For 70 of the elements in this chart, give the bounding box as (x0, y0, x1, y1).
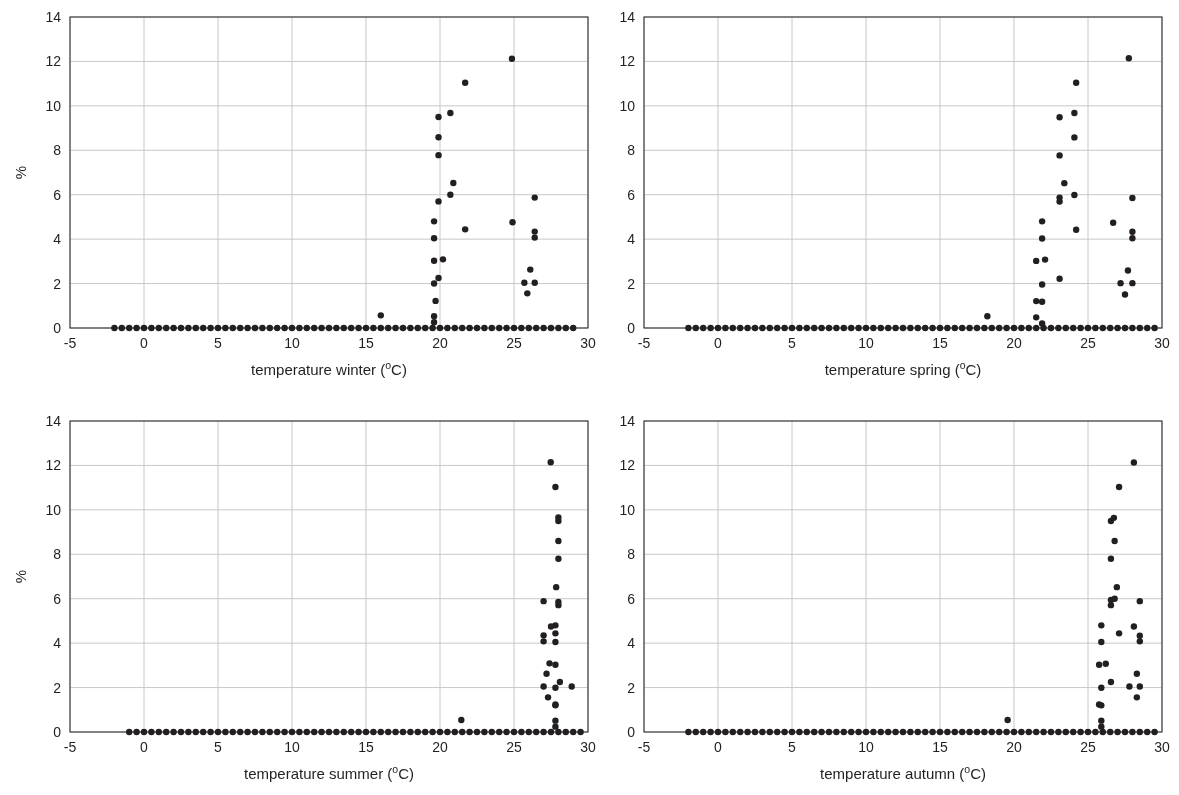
y-tick-label: 12 (619, 53, 636, 70)
y-tick-label: 4 (627, 635, 636, 652)
x-tick-label: 30 (580, 335, 596, 351)
y-axis-title: % (12, 165, 29, 180)
y-tick-label: 2 (627, 679, 636, 696)
x-tick-label: 0 (714, 335, 723, 351)
y-tick-label: 10 (45, 97, 62, 114)
x-tick-label: 0 (140, 335, 149, 351)
x-tick-label: 15 (358, 335, 374, 351)
y-tick-label: 12 (619, 457, 636, 474)
x-tick-label: 20 (1006, 335, 1022, 351)
y-tick-label: 12 (45, 457, 62, 474)
y-tick-label: 10 (619, 97, 636, 114)
x-tick-label: 10 (858, 739, 874, 755)
y-tick-label: 0 (627, 724, 636, 740)
x-tick-label: 20 (1006, 739, 1022, 755)
y-tick-label: 12 (45, 53, 62, 70)
x-tick-label: 0 (140, 739, 149, 755)
x-tick-label: 15 (932, 335, 948, 351)
x-tick-label: 25 (506, 739, 522, 755)
y-axis-title: % (12, 569, 29, 584)
x-tick-label: 10 (284, 739, 300, 755)
x-tick-label: 10 (284, 335, 300, 351)
y-tick-label: 4 (53, 635, 62, 652)
x-tick-label: 30 (1154, 739, 1170, 755)
x-axis-title: temperature spring ($^{o}$C) (824, 359, 982, 378)
x-tick-label: 5 (214, 739, 223, 755)
x-tick-label: 25 (1080, 335, 1096, 351)
y-tick-label: 6 (627, 590, 636, 607)
x-tick-label: 0 (714, 739, 723, 755)
x-tick-label: 5 (788, 335, 797, 351)
x-axis-title: temperature autumn ($^{o}$C) (820, 763, 986, 782)
y-tick-label: 2 (53, 275, 62, 292)
x-tick-label: 30 (1154, 335, 1170, 351)
y-tick-label: 0 (53, 724, 62, 740)
y-tick-label: 4 (627, 231, 636, 248)
x-tick-label: 15 (358, 739, 374, 755)
y-tick-label: 10 (619, 501, 636, 518)
y-tick-label: 8 (53, 142, 62, 159)
x-axis-title: temperature summer ($^{o}$C) (243, 763, 415, 782)
x-tick-label: 30 (580, 739, 596, 755)
x-tick-label: 20 (432, 739, 448, 755)
y-tick-label: 8 (627, 546, 636, 563)
y-tick-label: 4 (53, 231, 62, 248)
y-tick-label: 8 (53, 546, 62, 563)
x-tick-label: -5 (637, 335, 651, 351)
x-tick-label: 5 (214, 335, 223, 351)
x-tick-label: -5 (63, 335, 77, 351)
y-tick-label: 0 (627, 320, 636, 336)
y-tick-label: 10 (45, 501, 62, 518)
y-tick-label: 6 (53, 186, 62, 203)
x-axis-title: temperature winter ($^{o}$C) (251, 359, 407, 378)
x-tick-label: 10 (858, 335, 874, 351)
x-tick-label: 25 (506, 335, 522, 351)
x-tick-label: 5 (788, 739, 797, 755)
y-tick-label: 14 (45, 9, 62, 25)
x-tick-label: 15 (932, 739, 948, 755)
y-tick-label: 6 (53, 590, 62, 607)
y-tick-label: 14 (45, 413, 62, 429)
y-tick-label: 2 (627, 275, 636, 292)
y-tick-label: 2 (53, 679, 62, 696)
y-tick-label: 14 (619, 9, 636, 25)
y-tick-label: 14 (619, 413, 636, 429)
x-tick-label: -5 (63, 739, 77, 755)
y-tick-label: 0 (53, 320, 62, 336)
y-tick-label: 6 (627, 186, 636, 203)
x-tick-label: -5 (637, 739, 651, 755)
y-tick-label: 8 (627, 142, 636, 159)
x-tick-label: 25 (1080, 739, 1096, 755)
x-tick-label: 20 (432, 335, 448, 351)
